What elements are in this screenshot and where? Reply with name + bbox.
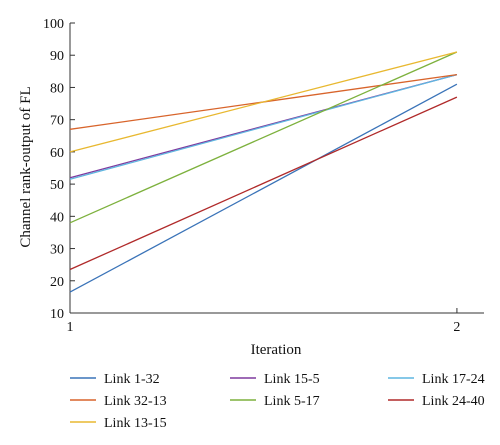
- y-tick-label: 40: [50, 210, 64, 225]
- legend-label: Link 5-17: [264, 394, 320, 409]
- y-tick-label: 60: [50, 146, 64, 161]
- y-tick-label: 70: [50, 114, 64, 129]
- legend-item: Link 5-17: [230, 394, 320, 409]
- y-tick-label: 50: [50, 178, 64, 193]
- y-tick-label: 20: [50, 275, 64, 290]
- series-line-link-24-40: [69, 96, 458, 271]
- x-tick-label: 2: [453, 320, 460, 335]
- x-axis-label: Iteration: [251, 342, 302, 358]
- series-line-link-5-17: [69, 51, 458, 224]
- series-lines: [69, 51, 458, 293]
- y-tick-label: 90: [50, 49, 64, 64]
- legend-label: Link 24-40: [422, 394, 485, 409]
- legend-item: Link 17-24: [388, 372, 485, 387]
- y-tick-label: 30: [50, 243, 64, 258]
- legend-item: Link 1-32: [70, 372, 160, 387]
- legend-label: Link 15-5: [264, 372, 320, 387]
- series-line-link-13-15: [69, 51, 458, 153]
- y-tick-label: 10: [50, 307, 64, 322]
- y-axis-label: Channel rank-output of FL: [18, 86, 34, 247]
- axes: [69, 23, 484, 314]
- legend-label: Link 1-32: [104, 372, 160, 387]
- y-tick-label: 100: [43, 17, 64, 32]
- series-line-link-17-24: [69, 73, 458, 180]
- x-tick-label: 1: [67, 320, 74, 335]
- legend-label: Link 32-13: [104, 394, 167, 409]
- series-line-link-1-32: [69, 83, 458, 293]
- y-tick-label: 80: [50, 81, 64, 96]
- legend-item: Link 32-13: [70, 394, 167, 409]
- y-axis-ticks: 10 20 30 40 50 60 70 80 90 100: [43, 17, 75, 322]
- legend-item: Link 15-5: [230, 372, 320, 387]
- legend: Link 1-32 Link 15-5 Link 17-24 Link 32-13 Li…: [70, 372, 485, 431]
- legend-item: Link 24-40: [388, 394, 485, 409]
- legend-label: Link 17-24: [422, 372, 485, 387]
- legend-item: Link 13-15: [70, 416, 167, 431]
- legend-label: Link 13-15: [104, 416, 167, 431]
